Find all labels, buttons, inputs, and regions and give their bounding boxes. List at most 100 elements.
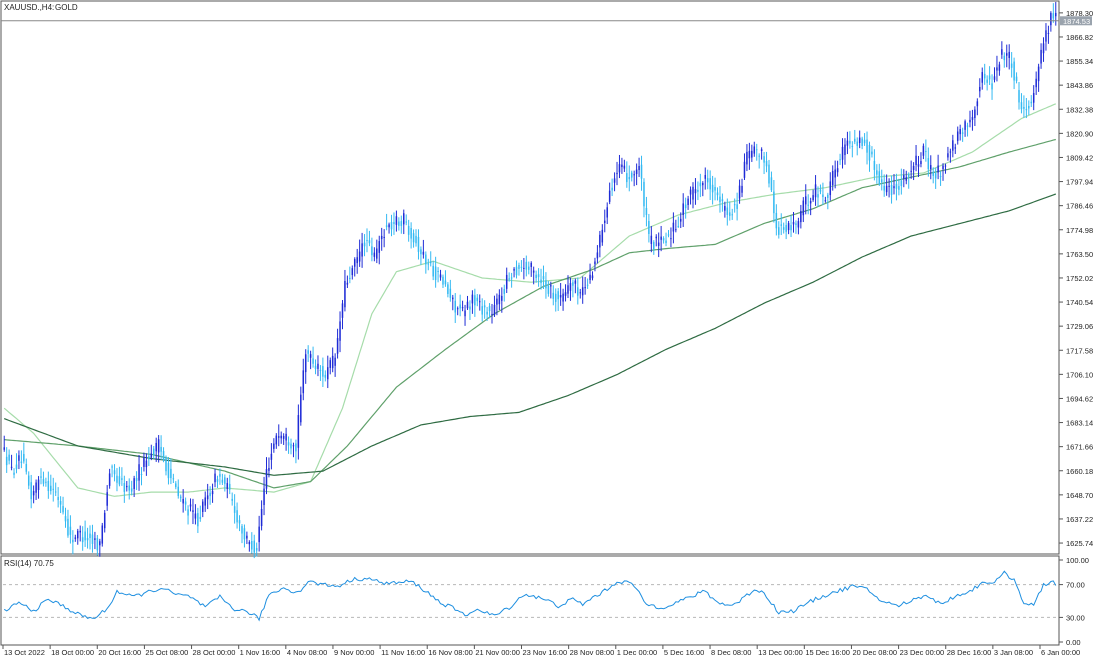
candle-body — [469, 306, 471, 310]
candle-body — [444, 280, 447, 285]
time-tick-label: 5 Dec 16:00 — [664, 648, 704, 657]
candle — [684, 197, 687, 219]
candle — [773, 180, 775, 223]
candle — [785, 218, 787, 240]
candle-body — [922, 145, 925, 156]
candle-body — [143, 457, 145, 467]
candle-body — [165, 457, 167, 472]
candle — [469, 300, 471, 320]
candle-body — [545, 280, 547, 289]
candle-body — [1035, 78, 1037, 88]
candle-body — [905, 177, 908, 181]
time-tick-label: 23 Nov 16:00 — [523, 648, 568, 657]
candle — [285, 427, 287, 451]
candle-body — [1023, 106, 1025, 109]
price-tick: 1694.62 — [1059, 394, 1093, 403]
price-tick: 1809.42 — [1059, 153, 1093, 162]
candle-body — [170, 468, 172, 479]
candle-body — [630, 172, 633, 178]
candle — [964, 119, 966, 137]
time-tick-label: 28 Nov 08:00 — [570, 648, 615, 657]
candle-body — [733, 204, 736, 206]
candle-body — [635, 169, 638, 175]
candle-body — [255, 547, 258, 551]
candle — [520, 260, 523, 272]
candle — [224, 474, 226, 492]
candle-body — [363, 242, 366, 247]
candle-body — [804, 196, 807, 205]
candle — [751, 144, 753, 162]
candle-body — [611, 187, 613, 191]
candle — [630, 170, 633, 182]
candle-body — [577, 287, 579, 296]
candle — [719, 186, 721, 213]
candle — [429, 251, 432, 267]
candle — [150, 444, 153, 461]
candle-body — [192, 510, 194, 512]
candle-body — [871, 151, 873, 155]
candle-body — [966, 125, 969, 127]
time-tick-label: 28 Oct 00:00 — [193, 648, 236, 657]
candle — [206, 483, 209, 510]
candle — [890, 175, 893, 204]
candle-body — [226, 483, 229, 489]
candle — [415, 229, 417, 247]
candle — [765, 151, 768, 173]
candle — [567, 275, 569, 299]
candle-body — [148, 456, 150, 460]
candle-body — [726, 207, 729, 215]
price-tick-label: 1820.90 — [1066, 129, 1093, 138]
candle — [790, 215, 792, 238]
candle — [184, 497, 187, 511]
candle-body — [1010, 63, 1013, 68]
price-tick: 1683.14 — [1059, 419, 1093, 428]
candle — [99, 538, 101, 557]
candle — [459, 294, 461, 317]
price-tick-label: 1648.70 — [1066, 491, 1093, 500]
candle-body — [366, 240, 368, 242]
candle — [738, 179, 741, 204]
candle-body — [702, 183, 704, 186]
candle — [983, 63, 986, 85]
candle — [94, 531, 96, 550]
candle-body — [138, 464, 140, 481]
candle-body — [86, 538, 89, 541]
candle-body — [812, 195, 814, 201]
candle — [606, 202, 608, 225]
candle-body — [773, 191, 775, 214]
candle — [822, 182, 824, 206]
candle-body — [429, 261, 432, 264]
candle-body — [827, 194, 829, 198]
candle — [528, 261, 530, 275]
candle-body — [162, 451, 165, 461]
candle-body — [648, 221, 650, 234]
candle — [74, 534, 77, 542]
candle-body — [1052, 13, 1055, 19]
candle — [979, 78, 981, 98]
candle-body — [140, 473, 143, 475]
candle-body — [334, 357, 336, 366]
candle — [18, 450, 20, 470]
candle — [260, 500, 263, 531]
candle — [295, 439, 297, 464]
candle — [251, 532, 253, 554]
time-tick-label: 1 Nov 16:00 — [240, 648, 280, 657]
candle — [726, 198, 729, 226]
candle — [1001, 41, 1003, 59]
candle-body — [824, 200, 827, 202]
candle-body — [834, 169, 836, 178]
candle — [841, 138, 844, 169]
candle — [204, 491, 206, 512]
candle — [214, 468, 216, 488]
candle-body — [317, 363, 319, 369]
candle-body — [461, 307, 464, 309]
candle — [79, 525, 81, 542]
candle — [327, 355, 329, 389]
time-tick: 13 Dec 00:00 — [756, 645, 803, 657]
candle-body — [542, 276, 545, 280]
candle-body — [1032, 93, 1035, 103]
candle-body — [236, 510, 238, 523]
candle-body — [567, 285, 569, 294]
candle — [1050, 11, 1052, 32]
candle-body — [199, 516, 202, 519]
